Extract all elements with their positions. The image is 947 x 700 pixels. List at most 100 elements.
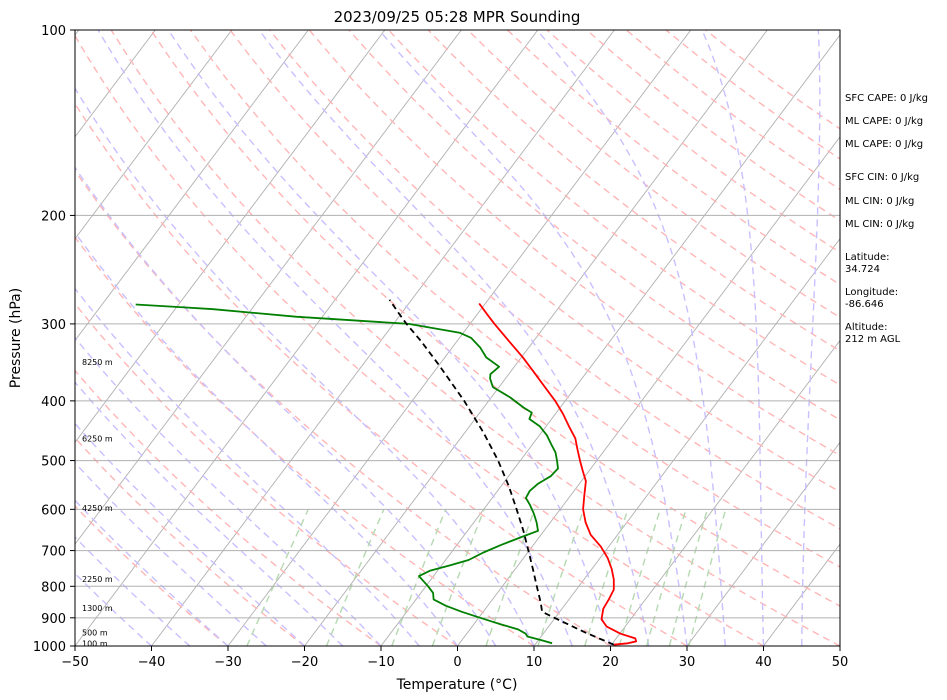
- mixing-ratio-line: [325, 509, 385, 646]
- mixing-ratio-line: [485, 509, 536, 646]
- isotherm-line: [75, 30, 233, 240]
- ml-cin-text-2: ML CIN: 0 J/kg: [845, 219, 915, 230]
- y-tick-label: 800: [41, 580, 66, 595]
- y-axis-ticks: 100 200 300 400 500 600 700 800 900 1000: [33, 24, 75, 655]
- mixing-ratio-line: [391, 509, 447, 646]
- height-label: 1300 m: [82, 604, 113, 613]
- x-axis-ticks: −50 −40 −30 −20 −10 0 10 20 30 40 50: [61, 646, 848, 670]
- longitude-label: Longitude:: [845, 287, 899, 298]
- sounding-series-3: [388, 299, 615, 646]
- dry-adiabat-line: [75, 369, 382, 646]
- dry-adiabat-line: [467, 30, 840, 319]
- y-tick-label: 500: [41, 455, 66, 470]
- latitude-label: Latitude:: [845, 252, 890, 263]
- mixing-ratio-line: [688, 509, 727, 646]
- y-tick-label: 700: [41, 545, 66, 560]
- sfc-cape-text: SFC CAPE: 0 J/kg: [845, 93, 928, 104]
- moist-adiabat-line: [536, 30, 726, 646]
- isotherm-line: [75, 30, 309, 342]
- height-label: 6250 m: [82, 434, 113, 443]
- moist-adiabat-line: [167, 30, 612, 646]
- moist-adiabat-line: [75, 336, 382, 646]
- mixing-ratio-line: [431, 509, 485, 646]
- y-tick-label: 900: [41, 612, 66, 627]
- y-tick-label: 1000: [33, 640, 66, 655]
- isotherm-line: [610, 339, 840, 646]
- isotherm-line: [0, 30, 2, 646]
- ml-cin-text: ML CIN: 0 J/kg: [845, 196, 915, 207]
- isotherm-line: [457, 136, 840, 646]
- moist-adiabat-line: [801, 30, 821, 646]
- moist-adiabat-line: [75, 461, 267, 646]
- x-tick-label: 30: [679, 655, 696, 670]
- latitude-value: 34.724: [845, 264, 880, 275]
- dry-adiabat-line: [229, 30, 840, 530]
- dry-adiabat-line: [75, 102, 688, 646]
- x-tick-label: −50: [61, 655, 88, 670]
- isotherm-line: [75, 30, 462, 545]
- height-label: 500 m: [82, 628, 108, 637]
- longitude-value: -86.646: [845, 299, 884, 310]
- x-tick-label: −30: [214, 655, 241, 670]
- y-axis-label: Pressure (hPa): [8, 288, 24, 388]
- y-tick-label: 600: [41, 503, 66, 518]
- background-lines: [0, 30, 840, 646]
- dry-adiabat-line: [110, 30, 840, 646]
- isotherm-line: [686, 441, 840, 646]
- y-tick-label: 100: [41, 24, 66, 39]
- y-tick-label: 300: [41, 318, 66, 333]
- x-axis-label: Temperature (°C): [396, 677, 518, 693]
- moist-adiabat-line: [378, 30, 688, 646]
- moist-adiabat-line: [75, 231, 459, 646]
- dry-adiabat-line: [75, 505, 229, 646]
- x-tick-label: 50: [832, 655, 849, 670]
- sfc-cin-text: SFC CIN: 0 J/kg: [845, 172, 920, 183]
- sounding-series-1: [478, 302, 637, 646]
- plot-frame: [74, 29, 841, 647]
- moist-adiabat-line: [75, 572, 152, 646]
- height-label: 4250 m: [82, 504, 113, 513]
- dry-adiabat-line: [506, 30, 840, 286]
- sounding-traces: [135, 299, 637, 646]
- sounding-series-2: [135, 303, 559, 645]
- moist-adiabat-line: [258, 30, 650, 646]
- moist-adiabat-line: [75, 422, 305, 646]
- altitude-value: 212 m AGL: [845, 334, 901, 345]
- moist-adiabat-line: [75, 536, 191, 646]
- height-labels: 100 m 500 m 1300 m 2250 m 4250 m 6250 m 8250 m: [82, 358, 113, 648]
- chart-title: 2023/09/25 05:28 MPR Sounding: [334, 8, 581, 26]
- x-tick-label: 10: [526, 655, 543, 670]
- dry-adiabat-line: [75, 436, 305, 646]
- height-label: 100 m: [82, 639, 108, 648]
- isotherm-line: [533, 237, 840, 646]
- isotherm-line: [380, 34, 840, 646]
- dry-adiabat-line: [388, 30, 840, 386]
- x-tick-label: 40: [755, 655, 772, 670]
- x-tick-label: −10: [367, 655, 394, 670]
- ml-cape-text: ML CAPE: 0 J/kg: [845, 116, 924, 127]
- dry-adiabat-line: [75, 236, 535, 646]
- y-tick-label: 200: [41, 209, 66, 224]
- dry-adiabat-line: [75, 169, 611, 646]
- altitude-label: Altitude:: [845, 322, 888, 333]
- isotherm-line: [75, 30, 156, 138]
- dry-adiabat-line: [269, 30, 840, 493]
- moist-adiabat-line: [75, 381, 344, 646]
- moist-adiabat-line: [75, 499, 229, 646]
- isotherm-line: [75, 30, 386, 444]
- height-label: 8250 m: [82, 358, 113, 367]
- isotherm-line: [151, 30, 615, 646]
- dry-adiabat-line: [75, 302, 458, 646]
- isotherm-line: [75, 30, 539, 646]
- mixing-ratio-line: [668, 509, 709, 646]
- moist-adiabat-line: [75, 166, 497, 646]
- moist-adiabat-line: [97, 30, 573, 646]
- x-tick-label: 0: [453, 655, 461, 670]
- dry-adiabat-line: [189, 30, 840, 568]
- dry-adiabat-line: [150, 30, 840, 607]
- ml-cape-text-2: ML CAPE: 0 J/kg: [845, 139, 924, 150]
- moist-adiabat-line: [75, 86, 535, 646]
- x-tick-label: 20: [602, 655, 619, 670]
- isotherm-line: [227, 30, 692, 646]
